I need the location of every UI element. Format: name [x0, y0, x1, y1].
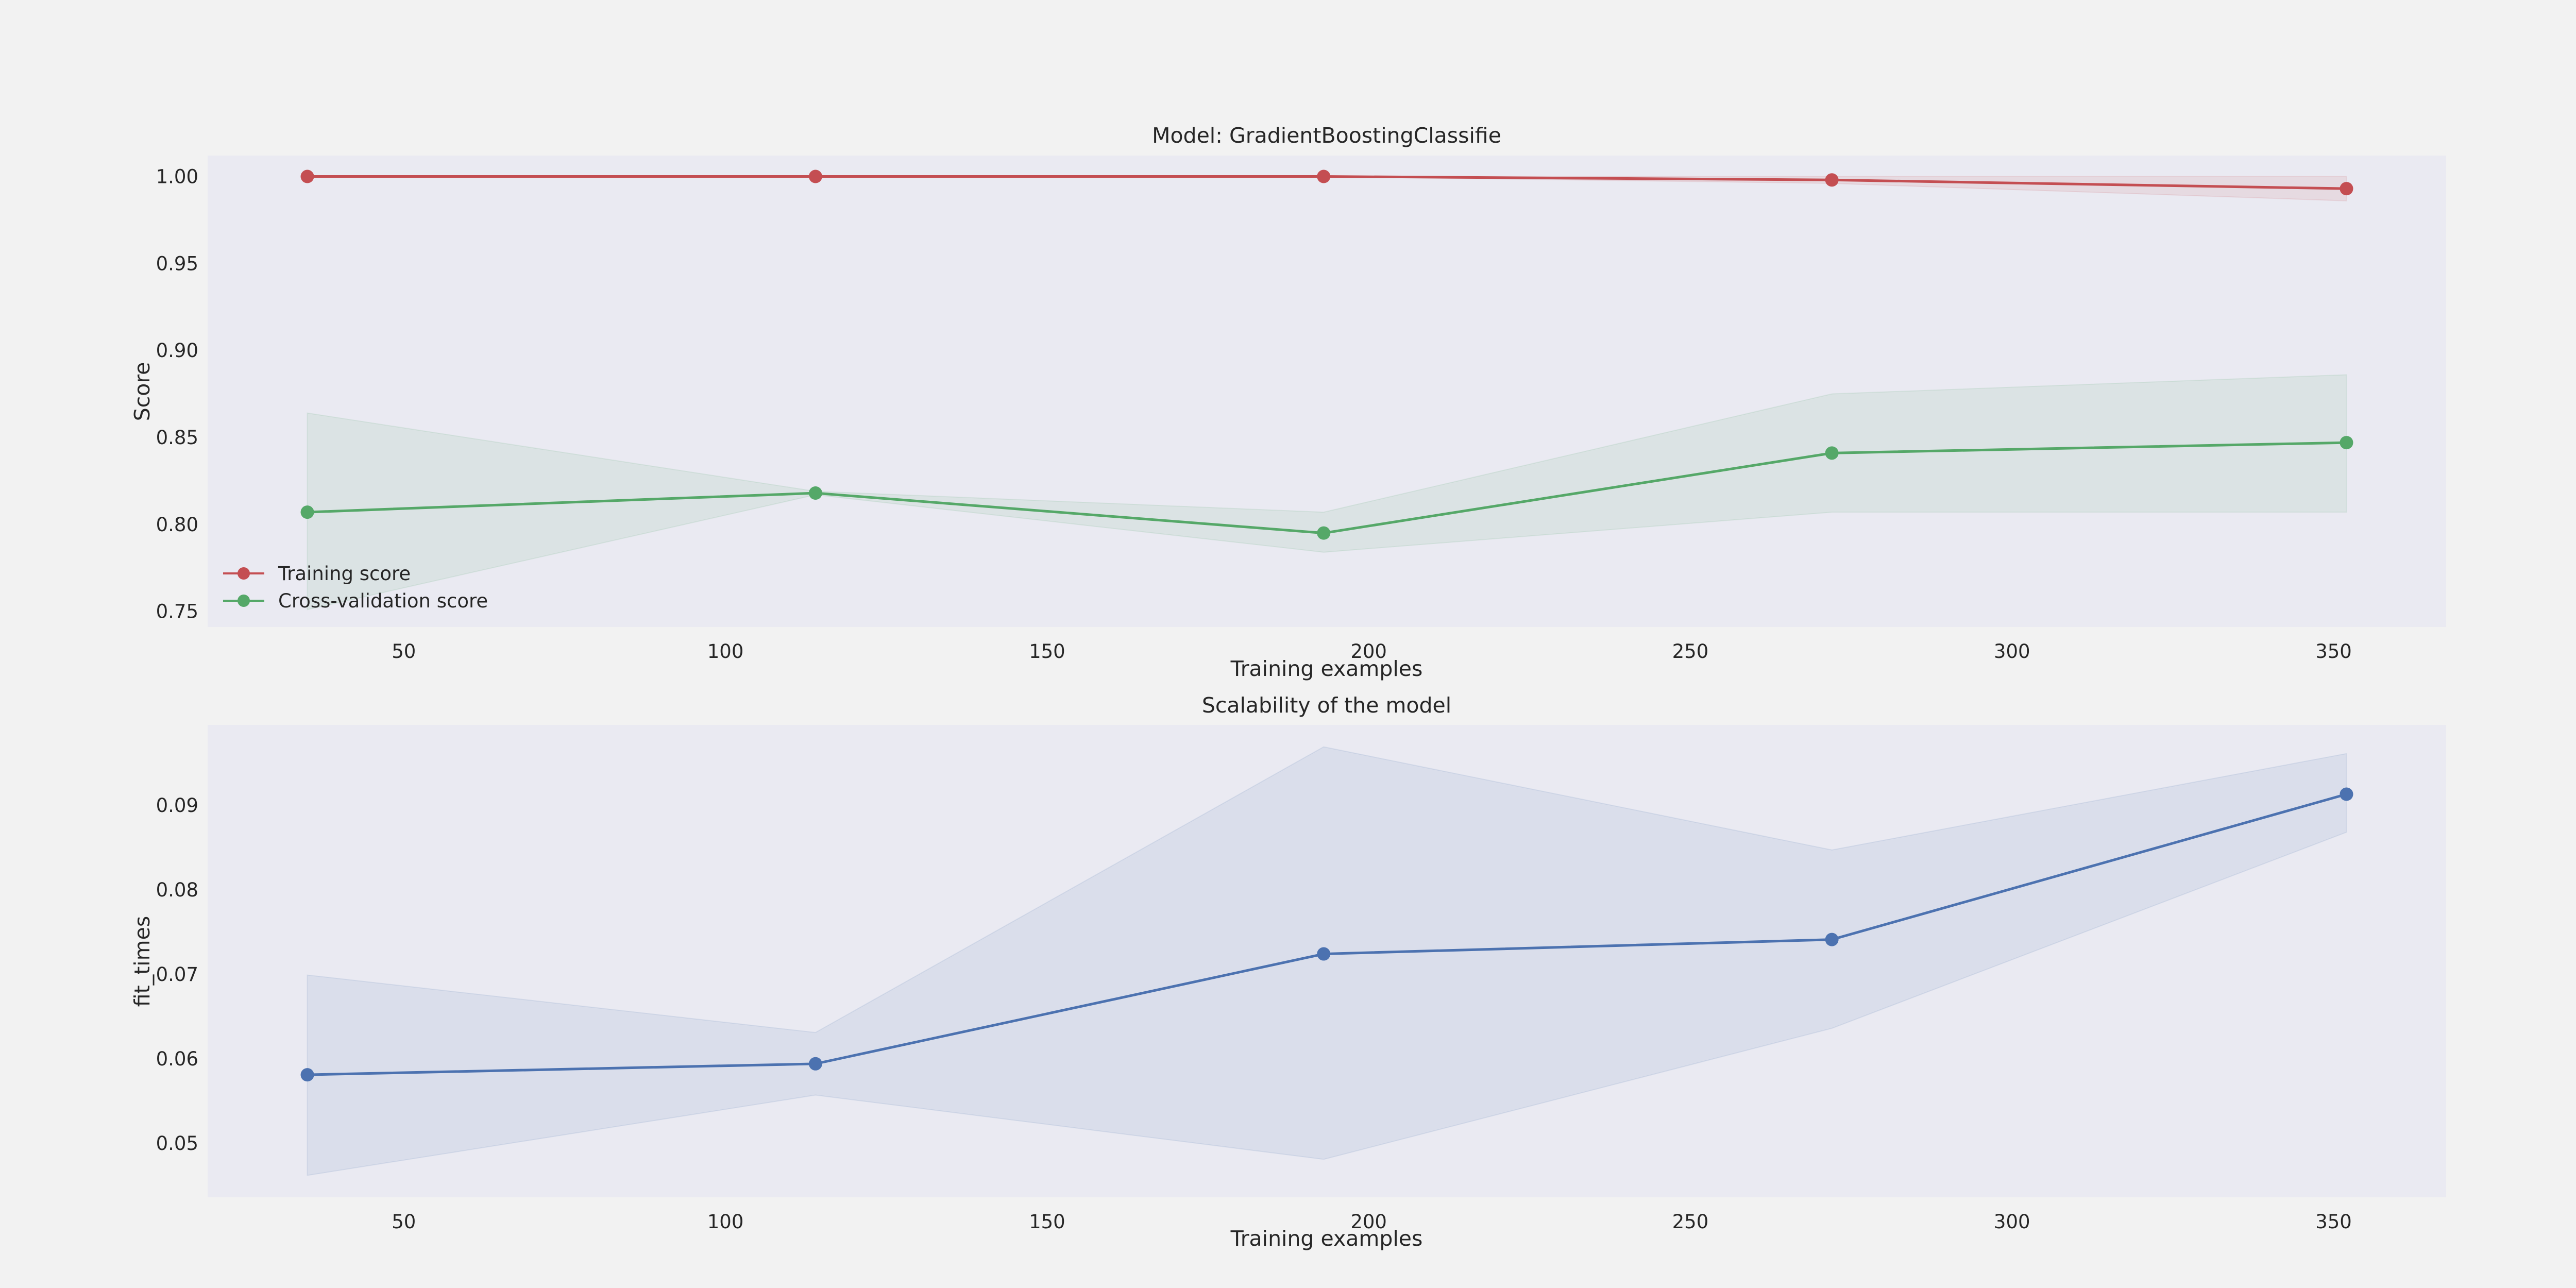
learning-curve-x-tick-label: 200 — [1350, 640, 1387, 663]
learning-curve-y-tick-label: 0.90 — [156, 340, 198, 362]
learning-curve-y-axis-label: Score — [130, 362, 155, 421]
learning-curve-y-ticks: 0.75 0.80 0.85 0.90 0.95 1.00 — [156, 166, 198, 623]
scalability-x-tick-label: 200 — [1350, 1211, 1387, 1233]
learning-curve-point-cross-validation-score — [1317, 526, 1331, 540]
learning-curve-points — [300, 170, 2353, 540]
learning-curve-point-training-score — [300, 170, 314, 183]
learning-curve-x-tick-label: 150 — [1029, 640, 1065, 663]
scalability-y-axis-label: fit_times — [130, 916, 155, 1007]
learning-curve-x-tick-label: 350 — [2315, 640, 2352, 663]
scalability-y-ticks: 0.05 0.06 0.07 0.08 0.09 — [156, 794, 198, 1155]
scalability-y-tick-label: 0.06 — [156, 1048, 198, 1070]
learning-curve-y-tick-label: 0.80 — [156, 514, 198, 536]
learning-curve-point-training-score — [808, 170, 822, 183]
scalability-points — [300, 787, 2353, 1082]
scalability-x-tick-label: 350 — [2315, 1211, 2352, 1233]
scalability-y-tick-label: 0.09 — [156, 794, 198, 817]
learning-curve-x-tick-label: 50 — [392, 640, 416, 663]
learning-curve-band-cross-validation-score — [307, 374, 2347, 611]
scalability-x-tick-label: 100 — [707, 1211, 744, 1233]
scalability-x-axis-label: Training examples — [1230, 1226, 1423, 1251]
learning-curve-point-cross-validation-score — [808, 486, 822, 500]
learning-curve-title: Model: GradientBoostingClassifie — [1152, 123, 1501, 148]
learning-curve-point-cross-validation-score — [300, 505, 314, 519]
scalability-x-tick-label: 300 — [1994, 1211, 2030, 1233]
learning-curve-point-training-score — [1317, 170, 1331, 183]
learning-curve-plot-area — [208, 156, 2446, 627]
scalability-x-tick-label: 150 — [1029, 1211, 1065, 1233]
scalability-x-ticks: 50 100 150 200 250 300 350 — [392, 1211, 2352, 1233]
scalability-chart: 50 100 150 200 250 300 350 0.050.060.070.080.0… — [130, 693, 2446, 1251]
scalability-x-tick-label: 250 — [1672, 1211, 1709, 1233]
learning-curve-x-tick-label: 100 — [707, 640, 744, 663]
legend-label-cross-validation-score: Cross-validation score — [278, 590, 488, 612]
scalability-y-tick-label: 0.05 — [156, 1132, 198, 1155]
learning-curve-y-tick-label: 0.85 — [156, 427, 198, 449]
learning-curve-x-axis-label: Training examples — [1230, 656, 1423, 681]
learning-curve-legend: Training score Cross-validation score — [223, 563, 488, 612]
scalability-point-fit-times — [808, 1057, 822, 1071]
legend-entry-cross-validation-score: Cross-validation score — [223, 590, 488, 612]
scalability-point-fit-times — [2340, 787, 2353, 801]
learning-curve-x-ticks: 50 100 150 200 250 300 350 — [392, 640, 2352, 663]
legend-entry-training-score: Training score — [223, 563, 411, 585]
learning-curve-x-tick-label: 250 — [1672, 640, 1709, 663]
learning-curve-y-tick-label: 0.75 — [156, 601, 198, 623]
scalability-y-tick-label: 0.08 — [156, 879, 198, 901]
scalability-title: Scalability of the model — [1202, 693, 1451, 718]
learning-curve-x-tick-label: 300 — [1994, 640, 2030, 663]
learning-curve-point-training-score — [2340, 182, 2353, 196]
scalability-point-fit-times — [1317, 947, 1331, 961]
learning-curve-y-tick-label: 0.95 — [156, 252, 198, 275]
legend-label-training-score: Training score — [278, 563, 411, 585]
learning-curve-y-tick-label: 1.00 — [156, 166, 198, 188]
scalability-point-fit-times — [1825, 933, 1839, 946]
learning-curve-point-training-score — [1825, 173, 1839, 187]
learning-curve-chart: 50 100 150 200 250 300 350 0.75 0.80 0.85 0.90 0.9… — [130, 123, 2446, 681]
scalability-plot-area — [208, 725, 2446, 1197]
scalability-x-tick-label: 50 — [392, 1211, 416, 1233]
scalability-y-tick-label: 0.07 — [156, 963, 198, 986]
learning-curve-point-cross-validation-score — [1825, 446, 1839, 460]
scalability-point-fit-times — [300, 1068, 314, 1082]
learning-curve-point-cross-validation-score — [2340, 436, 2353, 450]
